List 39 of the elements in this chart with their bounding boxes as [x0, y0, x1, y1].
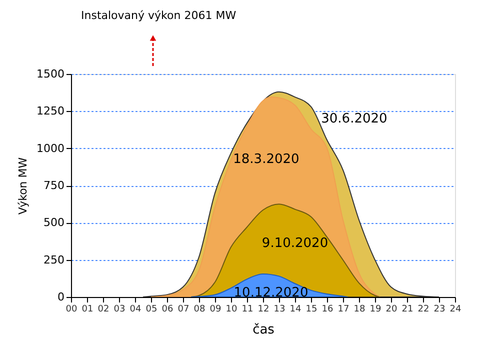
- x-tick-label: 03: [114, 304, 126, 314]
- series-label: 18.3.2020: [233, 152, 300, 168]
- series-label: 30.6.2020: [321, 112, 388, 127]
- x-tick-label: 09: [210, 304, 222, 314]
- x-tick-label: 24: [450, 304, 462, 314]
- x-axis-title: čas: [252, 322, 275, 338]
- y-tick-label: 250: [44, 253, 64, 266]
- x-tick-label: 02: [98, 304, 110, 314]
- x-tick-label: 04: [130, 304, 142, 314]
- x-tick-label: 13: [274, 304, 286, 314]
- text: Instalovaný výkon 2061 MW: [81, 9, 236, 22]
- x-tick-label: 22: [418, 304, 430, 314]
- x-tick-label: 14: [290, 304, 302, 314]
- y-tick-label: 1000: [36, 142, 64, 155]
- y-axis-title: Výkon MW: [16, 157, 30, 215]
- y-tick-label: 1500: [36, 68, 64, 80]
- x-tick-label: 11: [242, 304, 254, 314]
- x-tick-label: 15: [306, 304, 318, 314]
- x-tick-label: 10: [226, 304, 238, 314]
- x-tick-label: 17: [338, 304, 350, 314]
- x-tick-label: 01: [82, 304, 94, 314]
- x-tick-label: 05: [146, 304, 158, 314]
- x-tick-label: 19: [370, 304, 382, 314]
- y-tick-label: 500: [44, 216, 64, 230]
- y-tick-label: 750: [44, 179, 64, 192]
- series-label: 9.10.2020: [262, 236, 328, 252]
- x-tick-label: 07: [178, 304, 190, 314]
- x-tick-label: 18: [354, 304, 366, 314]
- x-tick-label: 06: [162, 304, 174, 314]
- x-tick-label: 23: [434, 304, 446, 314]
- x-tick-label: 21: [402, 304, 414, 314]
- x-tick-label: 20: [386, 304, 398, 314]
- y-tick-label: 1250: [36, 104, 64, 118]
- y-tick-label: 0: [58, 290, 64, 304]
- x-tick-label: 00: [66, 304, 78, 314]
- x-tick-label: 16: [322, 304, 334, 314]
- x-tick-label: 08: [194, 304, 206, 314]
- series-label: 10.12.2020: [234, 285, 308, 300]
- x-tick-label: 12: [258, 304, 270, 314]
